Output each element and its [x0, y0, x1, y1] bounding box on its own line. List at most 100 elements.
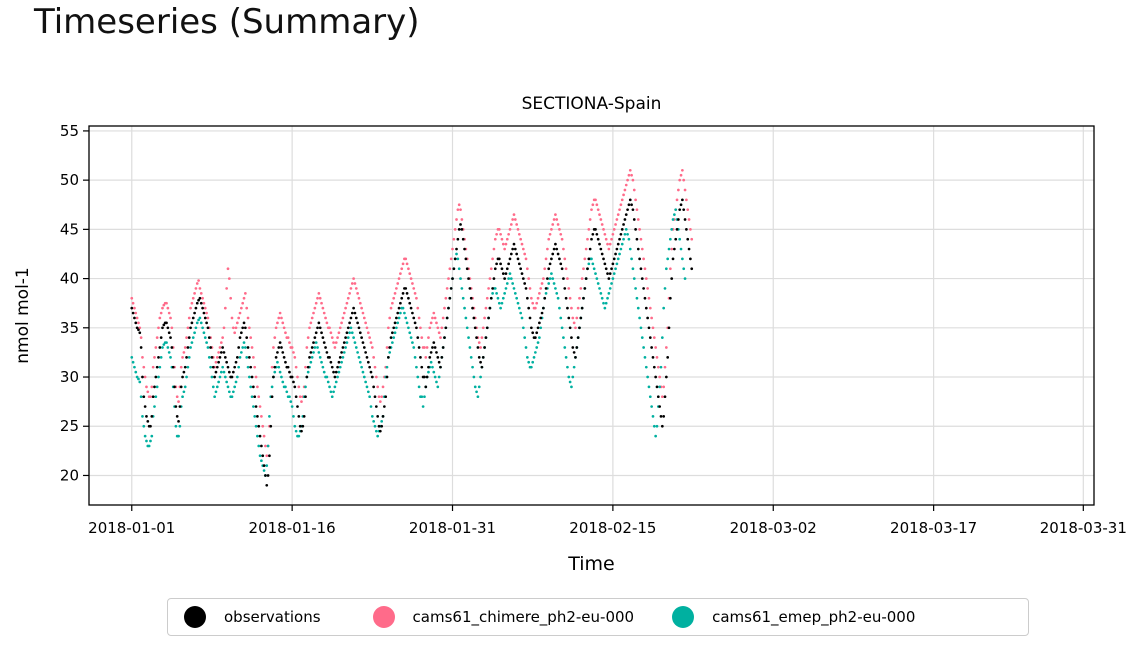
data-point-cams61_chimere_ph2-eu-000	[169, 316, 172, 320]
data-point-cams61_emep_ph2-eu-000	[634, 287, 637, 290]
data-point-observations	[631, 208, 635, 212]
data-point-observations	[217, 360, 220, 364]
data-point-cams61_emep_ph2-eu-000	[491, 292, 494, 295]
data-point-cams61_chimere_ph2-eu-000	[187, 316, 191, 320]
data-point-cams61_emep_ph2-eu-000	[646, 375, 649, 379]
data-point-cams61_chimere_ph2-eu-000	[546, 247, 549, 251]
data-point-cams61_chimere_ph2-eu-000	[622, 193, 625, 197]
data-point-cams61_emep_ph2-eu-000	[250, 395, 254, 399]
data-point-cams61_chimere_ph2-eu-000	[456, 208, 460, 212]
data-point-cams61_chimere_ph2-eu-000	[576, 306, 580, 310]
data-point-cams61_chimere_ph2-eu-000	[448, 267, 452, 271]
data-point-cams61_emep_ph2-eu-000	[153, 405, 156, 408]
data-point-cams61_chimere_ph2-eu-000	[567, 287, 571, 290]
data-point-cams61_chimere_ph2-eu-000	[635, 208, 639, 212]
x-tick-label: 2018-01-16	[249, 519, 336, 537]
data-point-cams61_emep_ph2-eu-000	[294, 429, 298, 433]
data-point-cams61_emep_ph2-eu-000	[433, 375, 437, 379]
data-point-cams61_chimere_ph2-eu-000	[145, 385, 148, 389]
data-point-observations	[519, 267, 523, 271]
data-point-observations	[362, 346, 366, 349]
data-point-observations	[146, 419, 150, 423]
data-point-observations	[459, 223, 462, 226]
data-point-cams61_chimere_ph2-eu-000	[527, 277, 531, 280]
data-point-cams61_chimere_ph2-eu-000	[330, 336, 334, 339]
data-point-observations	[487, 316, 490, 320]
data-point-cams61_emep_ph2-eu-000	[157, 375, 160, 379]
data-point-cams61_emep_ph2-eu-000	[150, 434, 154, 438]
data-point-cams61_chimere_ph2-eu-000	[167, 311, 171, 315]
data-point-observations	[447, 306, 450, 310]
data-point-cams61_emep_ph2-eu-000	[606, 296, 609, 300]
data-point-cams61_chimere_ph2-eu-000	[656, 365, 660, 369]
data-point-observations	[493, 267, 497, 271]
data-point-cams61_emep_ph2-eu-000	[166, 346, 170, 349]
data-point-observations	[563, 287, 567, 290]
data-point-cams61_chimere_ph2-eu-000	[539, 287, 543, 290]
data-point-observations	[135, 326, 139, 330]
data-point-cams61_emep_ph2-eu-000	[608, 287, 612, 290]
data-point-observations	[392, 326, 396, 330]
data-point-cams61_emep_ph2-eu-000	[316, 346, 319, 349]
data-point-cams61_chimere_ph2-eu-000	[246, 316, 250, 320]
data-point-observations	[428, 355, 432, 359]
data-point-cams61_chimere_ph2-eu-000	[218, 346, 222, 349]
data-point-cams61_emep_ph2-eu-000	[628, 247, 632, 251]
data-point-cams61_emep_ph2-eu-000	[465, 326, 469, 330]
data-point-observations	[349, 316, 353, 320]
chart-title: SECTIONA-Spain	[522, 94, 662, 114]
data-point-cams61_chimere_ph2-eu-000	[664, 346, 668, 349]
data-point-observations	[352, 306, 355, 310]
data-point-cams61_emep_ph2-eu-000	[500, 301, 504, 305]
data-point-cams61_emep_ph2-eu-000	[169, 355, 172, 359]
data-point-cams61_emep_ph2-eu-000	[143, 434, 147, 438]
data-point-observations	[689, 257, 692, 261]
data-point-cams61_chimere_ph2-eu-000	[503, 247, 506, 251]
data-point-observations	[606, 272, 609, 276]
data-point-observations	[475, 336, 478, 339]
data-point-observations	[504, 272, 508, 276]
data-point-cams61_chimere_ph2-eu-000	[350, 282, 354, 285]
data-point-observations	[298, 424, 302, 428]
data-point-cams61_chimere_ph2-eu-000	[349, 287, 353, 290]
data-point-cams61_chimere_ph2-eu-000	[249, 336, 253, 339]
data-point-cams61_emep_ph2-eu-000	[669, 237, 672, 241]
data-point-cams61_emep_ph2-eu-000	[304, 385, 307, 389]
data-point-cams61_chimere_ph2-eu-000	[340, 321, 343, 325]
data-point-cams61_chimere_ph2-eu-000	[650, 316, 653, 320]
data-point-cams61_emep_ph2-eu-000	[511, 282, 514, 285]
data-point-cams61_emep_ph2-eu-000	[682, 267, 686, 271]
data-point-cams61_emep_ph2-eu-000	[288, 395, 291, 399]
data-point-observations	[411, 311, 414, 315]
data-point-cams61_emep_ph2-eu-000	[215, 385, 219, 389]
data-point-cams61_chimere_ph2-eu-000	[457, 203, 461, 207]
data-point-cams61_chimere_ph2-eu-000	[590, 208, 593, 212]
data-point-cams61_chimere_ph2-eu-000	[238, 311, 242, 315]
data-point-observations	[365, 355, 369, 359]
data-point-observations	[604, 267, 608, 271]
data-point-observations	[666, 355, 670, 359]
data-point-observations	[630, 203, 633, 207]
data-point-cams61_chimere_ph2-eu-000	[325, 321, 329, 325]
data-point-observations	[281, 351, 285, 354]
data-point-cams61_emep_ph2-eu-000	[218, 375, 222, 379]
data-point-observations	[372, 385, 376, 389]
data-point-cams61_chimere_ph2-eu-000	[515, 223, 519, 226]
data-point-cams61_emep_ph2-eu-000	[145, 439, 148, 443]
data-point-cams61_chimere_ph2-eu-000	[225, 287, 228, 290]
data-point-cams61_chimere_ph2-eu-000	[297, 385, 301, 389]
data-point-observations	[501, 272, 505, 276]
data-point-cams61_chimere_ph2-eu-000	[357, 296, 361, 300]
data-point-cams61_emep_ph2-eu-000	[626, 232, 629, 236]
data-point-cams61_chimere_ph2-eu-000	[669, 267, 672, 271]
data-point-cams61_chimere_ph2-eu-000	[493, 237, 497, 241]
data-point-cams61_chimere_ph2-eu-000	[368, 336, 371, 339]
data-point-cams61_chimere_ph2-eu-000	[558, 228, 561, 231]
data-point-observations	[300, 429, 303, 433]
data-point-observations	[354, 316, 358, 320]
data-point-observations	[509, 252, 513, 256]
data-point-observations	[608, 272, 612, 276]
data-point-observations	[408, 301, 412, 305]
data-point-cams61_emep_ph2-eu-000	[594, 272, 597, 276]
data-point-cams61_emep_ph2-eu-000	[544, 292, 548, 295]
